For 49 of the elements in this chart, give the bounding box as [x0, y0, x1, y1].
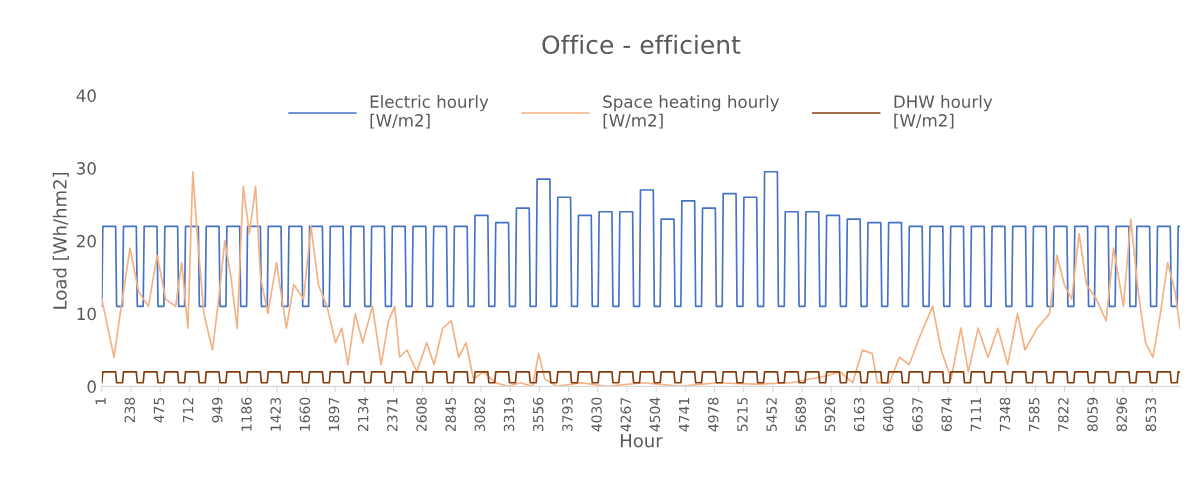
- x-tick-label: 2608: [416, 397, 427, 432]
- y-tick-label: 20: [76, 234, 96, 248]
- x-tick-label: 5452: [766, 398, 777, 432]
- x-axis-title: Hour: [620, 434, 663, 448]
- x-tick-label: 7585: [1028, 398, 1040, 431]
- x-tick-label: 3082: [474, 398, 486, 432]
- x-tick-label: 8059: [1087, 397, 1098, 432]
- x-tick-label: 6163: [853, 397, 865, 432]
- x-tick-label: 1897: [328, 397, 340, 431]
- y-tick-label: 0: [87, 380, 96, 393]
- x-tick-label: 7822: [1058, 398, 1069, 431]
- x-tick-label: 1660: [299, 397, 311, 431]
- x-tick-label: 238: [124, 397, 136, 423]
- x-tick-label: 8296: [1116, 397, 1127, 432]
- legend-label: DHW hourly [W/m2]: [894, 95, 993, 129]
- line-series: [101, 170, 1181, 308]
- x-tick-label: 2134: [357, 397, 369, 432]
- x-tick-label: 3793: [562, 397, 573, 432]
- x-tick-label: 3556: [532, 397, 544, 432]
- y-tick-label: 10: [77, 307, 96, 321]
- x-tick-label: 712: [182, 398, 194, 423]
- x-tick-label: 1186: [241, 397, 252, 431]
- x-tick-label: 475: [153, 398, 165, 423]
- x-tick-label: 3319: [503, 397, 515, 432]
- x-tick-label: 4504: [649, 397, 661, 432]
- x-tick-label: 4978: [708, 397, 719, 432]
- x-tick-label: 8533: [1145, 397, 1157, 432]
- x-tick-label: 5926: [824, 397, 836, 432]
- chart-title: Office - efficient: [542, 34, 741, 55]
- x-tick-label: 2845: [445, 398, 456, 432]
- y-axis-title: Load [Wh/hm2]: [52, 172, 69, 309]
- x-tick-label: 4741: [679, 398, 690, 432]
- x-tick-label: 2371: [387, 398, 398, 432]
- x-tick-label: 949: [212, 397, 223, 423]
- x-tick-label: 6874: [941, 397, 952, 432]
- y-tick-label: 30: [77, 162, 96, 175]
- legend-label: Electric hourly [W/m2]: [370, 95, 489, 129]
- x-tick-label: 5215: [737, 398, 748, 432]
- x-tick-label: 4267: [620, 397, 631, 432]
- x-tick-label: 7348: [999, 397, 1011, 431]
- x-tick-label: 6400: [883, 397, 894, 432]
- x-tick-label: 6637: [912, 397, 923, 432]
- y-tick-label: 40: [76, 89, 96, 102]
- x-tick-label: 7111: [970, 398, 981, 431]
- legend-label: Space heating hourly [W/m2]: [603, 95, 780, 129]
- x-tick-label: 5689: [795, 397, 807, 432]
- x-tick-label: 4030: [591, 397, 602, 432]
- x-tick-label: 1: [95, 398, 106, 405]
- x-tick-label: 1423: [270, 397, 281, 431]
